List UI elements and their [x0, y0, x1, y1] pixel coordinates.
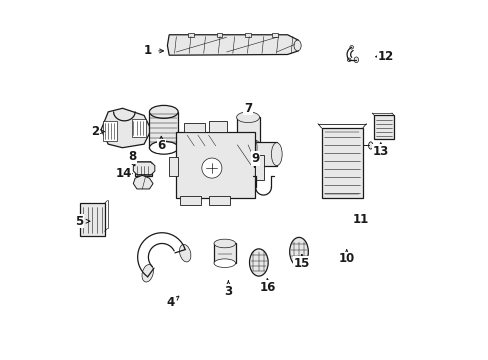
Text: 2: 2 [91, 125, 99, 138]
Text: 4: 4 [166, 296, 175, 309]
Ellipse shape [368, 142, 372, 149]
Polygon shape [133, 162, 155, 175]
Bar [251, 142, 276, 166]
Text: 5: 5 [75, 215, 83, 228]
Polygon shape [133, 175, 153, 189]
Text: 1: 1 [143, 44, 151, 57]
Bar [180, 196, 201, 205]
Text: 14: 14 [115, 167, 132, 180]
Bar [176, 132, 255, 198]
Bar [216, 33, 222, 37]
Ellipse shape [179, 244, 190, 262]
Bar [208, 121, 226, 132]
Bar [321, 128, 362, 198]
Ellipse shape [271, 143, 282, 166]
Text: 7: 7 [244, 102, 252, 115]
Ellipse shape [249, 249, 267, 276]
Bar [214, 243, 235, 263]
Text: 10: 10 [338, 252, 354, 265]
Ellipse shape [236, 139, 259, 149]
Bar [208, 196, 230, 205]
Bar [244, 33, 250, 37]
Bar [255, 155, 264, 180]
Bar [80, 203, 104, 235]
Text: 3: 3 [224, 285, 232, 298]
Bar [102, 121, 117, 140]
Bar [236, 117, 260, 144]
Polygon shape [236, 144, 251, 166]
Bar [187, 33, 193, 37]
Text: 11: 11 [352, 213, 368, 226]
Polygon shape [167, 35, 298, 55]
Ellipse shape [293, 40, 301, 51]
Ellipse shape [214, 239, 235, 248]
Text: 6: 6 [157, 139, 165, 152]
Bar [149, 112, 178, 148]
Ellipse shape [142, 265, 153, 282]
Text: 16: 16 [259, 281, 275, 294]
Text: 9: 9 [251, 152, 259, 165]
Ellipse shape [246, 136, 257, 159]
Bar [373, 116, 393, 139]
Ellipse shape [346, 58, 350, 62]
Text: 13: 13 [372, 145, 388, 158]
Ellipse shape [353, 57, 358, 63]
Text: 15: 15 [293, 257, 309, 270]
Bar [135, 164, 152, 176]
Ellipse shape [214, 259, 235, 267]
Ellipse shape [149, 141, 178, 154]
Bar [131, 119, 145, 137]
Ellipse shape [349, 45, 353, 49]
Ellipse shape [236, 112, 259, 123]
Polygon shape [101, 108, 151, 148]
Ellipse shape [289, 237, 308, 266]
Ellipse shape [202, 158, 222, 178]
Text: 12: 12 [377, 50, 393, 63]
Ellipse shape [149, 105, 178, 118]
Bar [169, 157, 178, 176]
Bar [183, 123, 204, 132]
Bar [271, 33, 277, 37]
Text: 8: 8 [128, 150, 137, 163]
